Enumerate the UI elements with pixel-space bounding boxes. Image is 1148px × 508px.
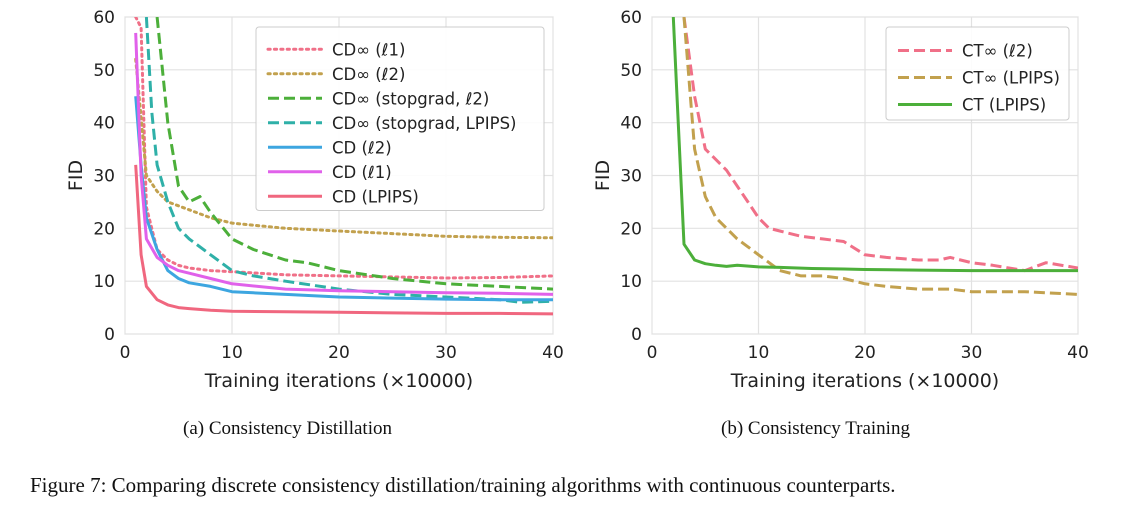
x-axis-label: Training iterations (×10000): [730, 370, 999, 392]
legend-label: CD∞ (stopgrad, ℓ2): [332, 89, 489, 108]
y-tick-label: 10: [620, 272, 642, 292]
series-line: [134, 57, 553, 240]
y-tick-label: 40: [93, 114, 115, 134]
x-axis-label: Training iterations (×10000): [204, 370, 473, 392]
legend-label: CD∞ (stopgrad, LPIPS): [332, 114, 517, 133]
y-axis-label: FID: [65, 160, 87, 191]
figure-caption: Figure 7: Comparing discrete consistency…: [30, 473, 896, 497]
y-tick-label: 30: [620, 167, 642, 187]
x-tick-label: 30: [961, 343, 983, 363]
y-tick-label: 50: [620, 61, 642, 81]
legend-label: CD∞ (ℓ1): [332, 40, 405, 59]
legend-label: CT∞ (LPIPS): [962, 69, 1060, 88]
y-tick-label: 20: [93, 219, 115, 239]
x-tick-label: 0: [647, 343, 658, 363]
y-tick-label: 50: [93, 61, 115, 81]
y-tick-label: 0: [104, 325, 115, 345]
y-tick-label: 30: [93, 167, 115, 187]
series-group: [671, 17, 1078, 296]
y-tick-label: 10: [93, 272, 115, 292]
series-line: [134, 164, 553, 316]
x-tick-label: 20: [328, 343, 350, 363]
series-line: [144, 17, 553, 304]
legend-label: CT (LPIPS): [962, 96, 1046, 115]
chart-consistency-distillation: 0 10 20 30 40 50 60 0 10 20 30 40 Training iteration…: [65, 8, 564, 392]
x-tick-label: 10: [221, 343, 243, 363]
series-line: [155, 17, 553, 291]
x-tick-label: 40: [1067, 343, 1089, 363]
x-tick-label: 40: [542, 343, 564, 363]
y-tick-label: 20: [620, 219, 642, 239]
x-tick-label: 0: [120, 343, 131, 363]
y-tick-label: 60: [93, 8, 115, 28]
series-group: [134, 17, 553, 316]
x-tick-label: 20: [854, 343, 876, 363]
x-tick-label: 10: [748, 343, 770, 363]
series-line: [671, 17, 1078, 273]
y-tick-label: 60: [620, 8, 642, 28]
x-tick-label: 30: [435, 343, 457, 363]
legend-label: CD (ℓ1): [332, 163, 392, 182]
series-line: [134, 17, 553, 280]
series-line: [134, 32, 553, 296]
y-tick-label: 0: [631, 325, 642, 345]
subcaption-a: (a) Consistency Distillation: [183, 418, 392, 439]
subcaption-b: (b) Consistency Training: [721, 418, 910, 439]
y-tick-label: 40: [620, 114, 642, 134]
series-line: [134, 96, 553, 302]
chart-consistency-training: 0 10 20 30 40 50 60 0 10 20 30 40 Training iteration…: [592, 8, 1089, 392]
y-axis-label: FID: [592, 160, 614, 191]
legend-label: CD (ℓ2): [332, 138, 392, 157]
legend-label: CD∞ (ℓ2): [332, 65, 405, 84]
legend-label: CT∞ (ℓ2): [962, 42, 1033, 61]
series-line: [682, 17, 1078, 296]
series-line: [682, 17, 1078, 273]
legend: [255, 26, 545, 211]
legend-label: CD (LPIPS): [332, 187, 419, 206]
